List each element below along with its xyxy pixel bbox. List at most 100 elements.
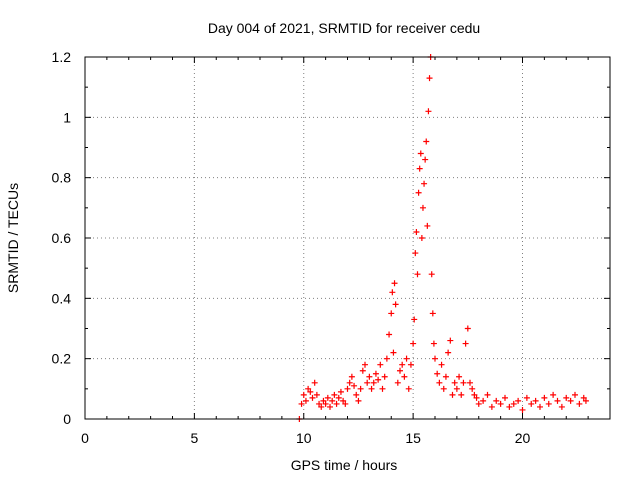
data-point [318,403,325,410]
y-tick-label: 0 [63,411,71,427]
data-point [397,367,403,374]
data-point [407,361,414,368]
data-point [391,280,398,287]
y-tick-label: 1.2 [52,49,72,65]
data-point [348,373,355,380]
data-point [430,340,437,347]
data-point [390,349,397,356]
data-point [523,394,530,401]
data-point [445,349,452,356]
data-point [300,391,307,398]
data-point [379,385,386,392]
data-point [506,403,513,410]
data-point [335,394,342,401]
data-point [414,271,421,278]
data-point [422,156,429,163]
data-point [484,391,491,398]
data-point [324,394,331,401]
grid-lines [85,57,610,419]
data-point [313,391,320,398]
data-point [381,373,388,380]
data-point [462,340,469,347]
data-point [580,394,587,401]
data-point [375,376,382,383]
data-point [412,250,419,257]
data-point [453,385,460,392]
data-point [423,138,430,145]
data-point [417,150,424,157]
data-point [467,379,473,386]
data-point [424,222,431,229]
x-tick-label: 15 [405,430,421,446]
data-point [416,165,423,172]
data-point [532,397,539,404]
data-point [567,397,574,404]
data-point [386,331,393,338]
data-point [364,379,371,386]
data-point [366,373,373,380]
data-point [541,394,548,401]
data-point [342,400,349,407]
data-point [432,355,438,362]
data-point [458,391,465,398]
data-point [357,385,364,392]
data-point [545,400,552,407]
y-tick-label: 0.4 [52,290,72,306]
data-point [563,394,570,401]
data-point [440,385,447,392]
data-point [399,361,406,368]
data-point [425,108,432,115]
data-point [305,385,312,392]
data-point [464,325,471,332]
data-point [436,379,443,386]
data-point [388,310,395,317]
data-point [340,397,347,404]
chart-title: Day 004 of 2021, SRMTID for receiver ced… [208,20,480,36]
data-point [362,361,368,368]
data-point [368,385,375,392]
data-point [515,397,522,404]
data-point [344,385,351,392]
data-point [449,391,456,398]
data-point [426,75,433,82]
data-point [421,180,428,187]
axis-ticks: 0 5 10 15 20 0 0.2 0.4 0.6 0.8 1 1.2 [52,49,611,446]
data-point [550,391,557,398]
data-point [456,373,463,380]
data-point [576,400,583,407]
data-point [480,397,487,404]
data-point [302,397,309,404]
data-point [359,367,366,374]
data-point [309,394,316,401]
data-point [519,406,526,413]
data-point [497,400,504,407]
data-point [329,397,336,404]
x-tick-label: 0 [81,430,89,446]
data-point [322,400,329,407]
data-point [442,373,449,380]
data-point [554,397,561,404]
data-point [429,310,436,317]
data-point [510,400,517,407]
data-point [451,379,458,386]
data-point [327,403,333,410]
data-point [377,361,384,368]
data-points [296,54,589,422]
data-point [298,400,305,407]
data-point [353,391,360,398]
x-tick-label: 5 [190,430,198,446]
data-point [473,394,480,401]
data-point [413,228,420,235]
data-point [582,397,589,404]
data-point [370,379,377,386]
data-point [447,337,454,344]
data-point [403,355,410,362]
data-point [438,361,445,368]
data-point [392,301,399,308]
data-point [418,235,425,241]
data-point [394,379,401,386]
x-tick-label: 20 [515,430,531,446]
y-tick-label: 1 [63,109,71,125]
data-point [320,397,327,404]
